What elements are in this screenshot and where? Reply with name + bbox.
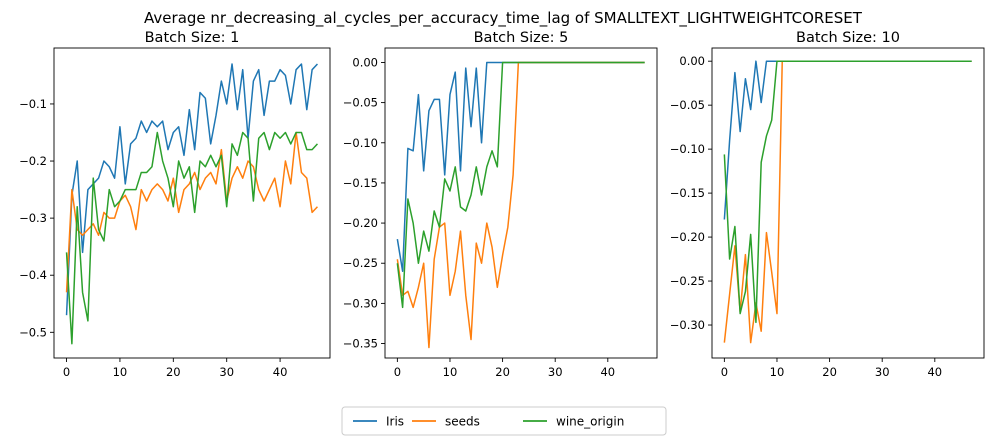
x-tick-label: 0 xyxy=(721,365,728,379)
x-tick-label: 20 xyxy=(495,365,510,379)
series-lines xyxy=(396,61,645,349)
y-tick-label: −0.15 xyxy=(670,186,705,200)
subplot-2: Batch Size: 5 0 10 20 30 40 −0.35 −0.30 −0.25 −0.… xyxy=(343,30,658,379)
y-tick-label: −0.05 xyxy=(670,98,705,112)
x-tick-label: 30 xyxy=(875,365,890,379)
y-tick-label: −0.1 xyxy=(19,97,47,111)
legend-label-seeds: seeds xyxy=(445,415,480,429)
legend-label-wine-origin: wine_origin xyxy=(556,415,624,429)
series-line-seeds xyxy=(65,131,318,293)
y-tick-label: −0.15 xyxy=(343,176,378,190)
series-line-wine-origin xyxy=(396,61,645,309)
series-line-Iris xyxy=(65,63,318,316)
y-tick-label: 0.00 xyxy=(352,55,378,69)
y-tick-label: −0.05 xyxy=(343,96,378,110)
series-line-Iris xyxy=(396,61,645,273)
y-tick-label: −0.5 xyxy=(19,325,47,339)
y-tick-label: −0.25 xyxy=(670,274,705,288)
x-tick-label: 20 xyxy=(822,365,837,379)
legend: Iris seeds wine_origin xyxy=(341,406,667,436)
y-tick-label: −0.4 xyxy=(19,268,47,282)
subplots: Batch Size: 10 10 20 30 40−0.5−0.4−0.3−0.2−0… xyxy=(19,30,985,379)
x-tick-label: 10 xyxy=(770,365,785,379)
x-tick-label: 40 xyxy=(600,365,615,379)
subplot-title: Batch Size: 10 xyxy=(796,30,900,46)
axes-frame xyxy=(711,47,985,359)
y-tick-label: −0.2 xyxy=(19,154,47,168)
subplot-1: Batch Size: 1 0 10 20 30 40 −0.5 −0.4 −0.3 −0.2 −0… xyxy=(19,30,331,379)
y-tick-label: −0.3 xyxy=(19,211,47,225)
axes-frame xyxy=(53,47,331,359)
series-line-wine-origin xyxy=(65,131,318,345)
x-tick-label: 30 xyxy=(219,365,234,379)
x-tick-label: 30 xyxy=(548,365,563,379)
y-tick-label: −0.35 xyxy=(343,337,378,351)
series-line-wine-origin xyxy=(723,60,972,324)
y-tick-label: −0.25 xyxy=(343,256,378,270)
subplot-3: Batch Size: 10 0 10 20 30 40 −0.30 −0.25 −0.20 −0… xyxy=(670,30,985,379)
x-tick-label: 40 xyxy=(927,365,942,379)
series-lines xyxy=(65,63,318,345)
y-tick-label: −0.20 xyxy=(343,216,378,230)
x-tick-label: 10 xyxy=(443,365,458,379)
legend-frame xyxy=(341,406,667,436)
legend-label-Iris: Iris xyxy=(386,415,404,429)
x-tick-label: 20 xyxy=(166,365,181,379)
x-tick-label: 10 xyxy=(113,365,128,379)
y-tick-label: −0.30 xyxy=(343,296,378,310)
series-line-seeds xyxy=(723,60,972,344)
series-line-Iris xyxy=(723,60,972,220)
x-tick-label: 0 xyxy=(394,365,401,379)
subplot-title: Batch Size: 1 xyxy=(145,30,240,46)
subplot-title: Batch Size: 5 xyxy=(474,30,569,46)
figure-suptitle: Average nr_decreasing_al_cycles_per_accu… xyxy=(144,9,863,28)
y-tick-label: 0.00 xyxy=(679,54,705,68)
x-tick-label: 40 xyxy=(273,365,288,379)
y-tick-label: −0.20 xyxy=(670,230,705,244)
y-tick-label: −0.30 xyxy=(670,318,705,332)
x-tick-label: 0 xyxy=(63,365,70,379)
y-tick-label: −0.10 xyxy=(670,142,705,156)
series-line-seeds xyxy=(396,61,645,349)
axes-frame xyxy=(384,47,658,359)
series-lines xyxy=(723,60,972,344)
y-tick-label: −0.10 xyxy=(343,136,378,150)
